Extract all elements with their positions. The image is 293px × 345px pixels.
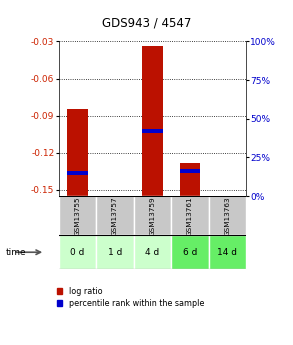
Legend: log ratio, percentile rank within the sample: log ratio, percentile rank within the sa… <box>57 287 204 308</box>
Bar <box>171 235 209 269</box>
Text: 1 d: 1 d <box>108 248 122 257</box>
Text: 14 d: 14 d <box>217 248 237 257</box>
Bar <box>134 196 171 235</box>
Bar <box>171 196 209 235</box>
Bar <box>96 196 134 235</box>
Bar <box>59 235 96 269</box>
Bar <box>180 169 200 173</box>
Text: GSM13761: GSM13761 <box>187 196 193 236</box>
Bar <box>134 235 171 269</box>
Bar <box>180 162 200 196</box>
Text: time: time <box>6 248 26 257</box>
Text: GSM13759: GSM13759 <box>149 196 155 236</box>
Bar <box>209 235 246 269</box>
Text: GSM13763: GSM13763 <box>224 196 230 236</box>
Bar <box>59 196 96 235</box>
Bar <box>67 109 88 196</box>
Bar <box>142 46 163 196</box>
Text: 0 d: 0 d <box>70 248 85 257</box>
Bar <box>209 196 246 235</box>
Text: GDS943 / 4547: GDS943 / 4547 <box>102 16 191 29</box>
Text: 6 d: 6 d <box>183 248 197 257</box>
Bar <box>96 235 134 269</box>
Text: GSM13757: GSM13757 <box>112 196 118 236</box>
Text: 4 d: 4 d <box>145 248 159 257</box>
Bar <box>142 129 163 133</box>
Bar <box>67 171 88 175</box>
Text: GSM13755: GSM13755 <box>74 196 80 236</box>
